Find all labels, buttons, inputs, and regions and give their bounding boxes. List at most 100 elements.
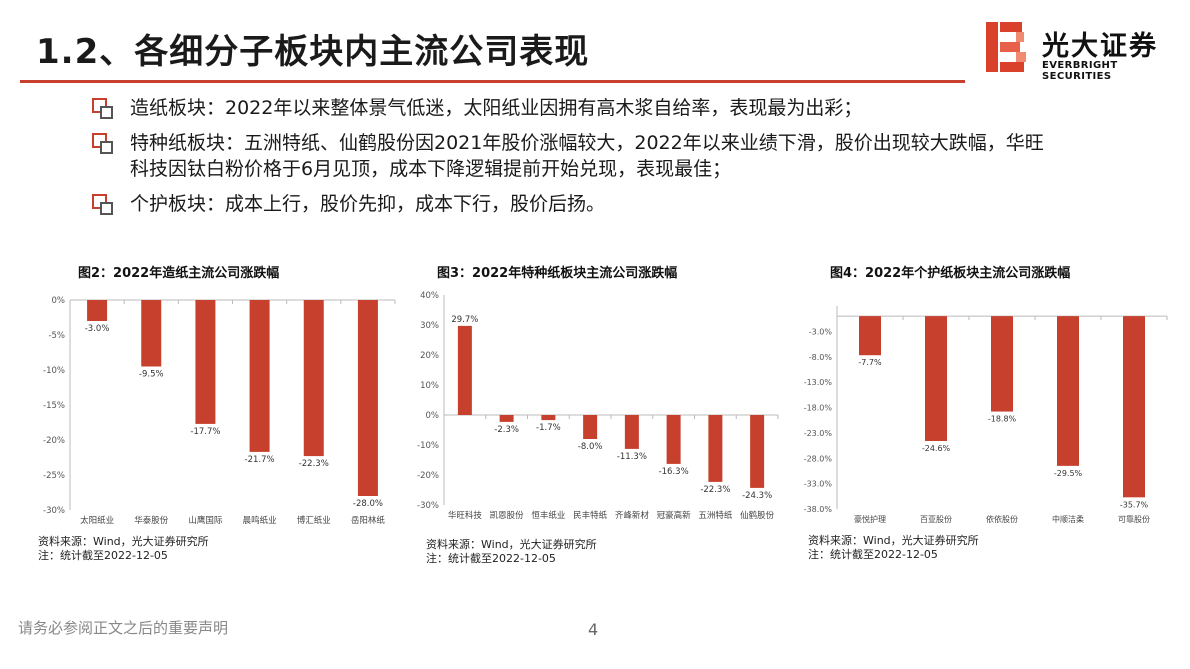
y-tick-label: -10% (43, 366, 65, 376)
x-tick-label: 豪悦护理 (854, 514, 886, 524)
brand-logo: 光大证券 EVERBRIGHT SECURITIES (986, 22, 1176, 82)
y-tick-label: -28.0% (804, 454, 833, 463)
bar (1123, 316, 1145, 498)
data-label: -3.0% (85, 324, 110, 334)
bar (357, 300, 378, 496)
x-tick-label: 岳阳林纸 (351, 515, 386, 526)
title-underline (20, 80, 965, 83)
y-tick-label: -18.0% (804, 404, 833, 413)
y-tick-label: 30% (420, 321, 439, 331)
page-number: 4 (588, 620, 599, 639)
data-label: -18.8% (988, 415, 1017, 424)
x-tick-label: 太阳纸业 (80, 515, 114, 526)
y-tick-label: -10% (417, 441, 439, 451)
data-label: -11.3% (617, 452, 647, 462)
y-tick-label: -3.0% (809, 327, 833, 336)
data-label: -22.3% (700, 485, 730, 495)
chart-title: 图3：2022年特种纸板块主流公司涨跌幅 (437, 266, 678, 281)
source-line: 资料来源：Wind，光大证券研究所 (426, 538, 597, 551)
y-tick-label: -23.0% (804, 429, 833, 438)
data-label: -7.7% (858, 358, 882, 367)
chart-source: 资料来源：Wind，光大证券研究所 注：统计截至2022-12-05 (38, 535, 209, 563)
source-line: 资料来源：Wind，光大证券研究所 (38, 535, 209, 548)
data-label: -29.5% (1054, 469, 1083, 478)
x-tick-label: 晨鸣纸业 (243, 515, 277, 526)
bar (87, 300, 108, 321)
bar (499, 415, 514, 422)
personal-care-chart: -3.0% -8.0% -13.0% -18.0% -23.0% -28.0% -33.0%… (804, 306, 1168, 524)
y-tick-label: -38.0% (804, 505, 833, 514)
data-label: -24.3% (742, 491, 772, 501)
bar (583, 415, 598, 439)
chart-source: 资料来源：Wind，光大证券研究所 注：统计截至2022-12-05 (808, 534, 979, 562)
bar (750, 415, 765, 488)
data-label: -17.7% (190, 427, 220, 437)
y-tick-label: -30% (43, 506, 65, 516)
data-label: -22.3% (299, 459, 329, 469)
x-tick-label: 依依股份 (986, 514, 1018, 524)
y-tick-label: -25% (43, 471, 65, 481)
note-line: 注：统计截至2022-12-05 (808, 548, 938, 561)
bullet-text: 特种纸板块：五洲特纸、仙鹤股份因2021年股价涨幅较大，2022年以来业绩下滑，… (130, 132, 1044, 180)
data-label: -2.3% (494, 425, 519, 435)
data-label: -21.7% (245, 455, 275, 465)
logo-name-en: EVERBRIGHT SECURITIES (1042, 60, 1118, 82)
bullet-paper: 造纸板块：2022年以来整体景气低迷，太阳纸业因拥有高木浆自给率，表现最为出彩； (92, 95, 1052, 121)
y-tick-label: -33.0% (804, 480, 833, 489)
data-label: -16.3% (659, 467, 689, 477)
x-tick-label: 仙鹤股份 (740, 510, 775, 521)
x-tick-label: 五洲特纸 (698, 510, 733, 521)
bar (925, 316, 947, 441)
y-tick-label: -20% (417, 471, 439, 481)
bar (303, 300, 324, 457)
y-tick-label: -30% (417, 501, 439, 511)
y-tick-label: -8.0% (809, 353, 833, 362)
x-tick-label: 山鹰国际 (188, 515, 223, 526)
x-tick-label: 中顺洁柔 (1052, 514, 1084, 524)
x-tick-label: 齐峰新材 (615, 510, 650, 521)
bar (624, 415, 639, 449)
bullet-square-icon (92, 194, 113, 215)
chart-title: 图2：2022年造纸主流公司涨跌幅 (78, 266, 280, 281)
x-tick-label: 冠豪高新 (657, 510, 692, 521)
bullet-personal-care: 个护板块：成本上行，股价先抑，成本下行，股价后扬。 (92, 191, 1052, 217)
source-line: 资料来源：Wind，光大证券研究所 (808, 534, 979, 547)
bullet-text: 个护板块：成本上行，股价先抑，成本下行，股价后扬。 (130, 193, 606, 215)
bar (1057, 316, 1079, 466)
bullet-text: 造纸板块：2022年以来整体景气低迷，太阳纸业因拥有高木浆自给率，表现最为出彩； (130, 97, 863, 119)
everbright-logo-icon (986, 22, 1026, 72)
data-label: 29.7% (451, 315, 478, 325)
data-label: -35.7% (1120, 500, 1149, 509)
x-tick-label: 博汇纸业 (297, 515, 331, 526)
page-title: 1.2、各细分子板块内主流公司表现 (36, 32, 590, 72)
y-tick-label: -13.0% (804, 378, 833, 387)
data-label: -9.5% (139, 370, 164, 380)
y-tick-label: 0% (426, 411, 440, 421)
specialty-paper-chart: 40% 30% 20% 10% 0% -10% -20% -30% 29.7% 华旺科技 -2.3%… (417, 291, 779, 521)
chart-source: 资料来源：Wind，光大证券研究所 注：统计截至2022-12-05 (426, 538, 597, 566)
bar (708, 415, 723, 482)
y-tick-label: -5% (48, 331, 65, 341)
bar (859, 316, 881, 356)
disclaimer-note: 请务必参阅正文之后的重要声明 (18, 619, 229, 637)
note-line: 注：统计截至2022-12-05 (38, 549, 168, 562)
bullet-list: 造纸板块：2022年以来整体景气低迷，太阳纸业因拥有高木浆自给率，表现最为出彩；… (92, 95, 1052, 226)
y-tick-label: -15% (43, 401, 65, 411)
y-tick-label: 10% (420, 381, 439, 391)
paper-chart: 0% -5% -10% -15% -20% -25% -30% -3.0% 太阳纸业 -9.5% 华… (43, 296, 396, 526)
x-tick-label: 可靠股份 (1118, 514, 1150, 524)
bullet-square-icon (92, 98, 113, 119)
bar (195, 300, 216, 424)
y-tick-label: 20% (420, 351, 439, 361)
data-label: -24.6% (922, 444, 951, 453)
data-label: -8.0% (578, 442, 603, 452)
x-tick-label: 民丰特纸 (573, 510, 608, 521)
x-tick-label: 华旺科技 (448, 510, 483, 521)
x-tick-label: 百亚股份 (920, 514, 952, 524)
x-tick-label: 华泰股份 (134, 515, 169, 526)
bar (541, 415, 556, 421)
bullet-square-icon (92, 133, 113, 154)
logo-name-cn: 光大证券 (1042, 31, 1158, 62)
bullet-specialty-paper: 特种纸板块：五洲特纸、仙鹤股份因2021年股价涨幅较大，2022年以来业绩下滑，… (92, 130, 1052, 182)
note-line: 注：统计截至2022-12-05 (426, 552, 556, 565)
